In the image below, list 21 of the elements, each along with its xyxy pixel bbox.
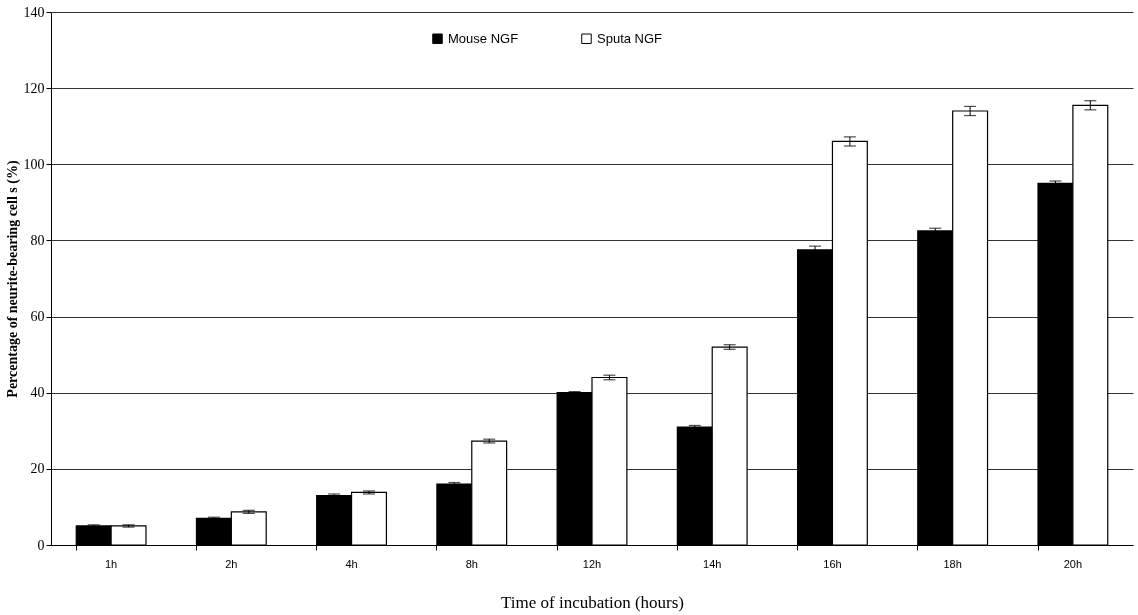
y-tick-label: 80 <box>30 232 45 248</box>
x-tick-label: 18h <box>943 557 962 570</box>
y-axis-title: Percentage of neurite-bearing cell s (%) <box>4 160 21 398</box>
x-tick-label: 14h <box>703 557 722 570</box>
legend-label: Mouse NGF <box>448 30 519 46</box>
x-tick-label: 20h <box>1063 557 1083 570</box>
x-tick-label: 1h <box>104 557 118 570</box>
y-tick-label: 140 <box>23 4 45 20</box>
x-tick-label: 2h <box>225 557 238 570</box>
y-tick-label: 100 <box>23 156 45 172</box>
x-axis-title: Time of incubation (hours) <box>500 592 685 612</box>
x-tick-label: 8h <box>465 557 478 570</box>
y-tick-label: 60 <box>30 309 45 325</box>
y-tick-label: 40 <box>30 385 45 401</box>
y-tick-label: 0 <box>37 537 45 553</box>
x-tick-label: 16h <box>823 557 842 570</box>
x-tick-label: 4h <box>345 557 358 570</box>
y-tick-label: 20 <box>30 461 45 477</box>
y-tick-label: 120 <box>23 80 45 96</box>
x-tick-label: 12h <box>582 557 602 570</box>
legend-label: Sputa NGF <box>597 30 663 46</box>
